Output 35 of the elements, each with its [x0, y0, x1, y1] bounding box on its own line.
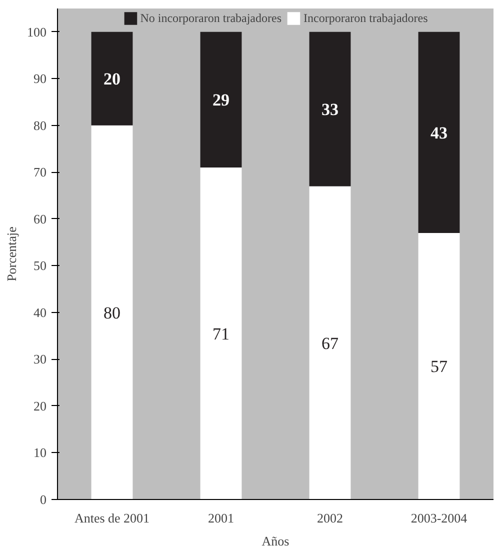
bar: [309, 186, 351, 500]
x-tick-label: 2003-2004: [410, 510, 468, 526]
x-tick-label: 2002: [317, 510, 343, 526]
y-tick-label: 40: [34, 304, 46, 320]
y-tick-label: 0: [40, 492, 46, 507]
bar: [418, 232, 460, 500]
y-tick-label: 90: [34, 71, 46, 86]
data-label: 33: [322, 100, 338, 120]
y-tick-label: 60: [34, 211, 46, 226]
data-label: 80: [104, 303, 120, 322]
data-label: 71: [212, 324, 230, 344]
bar: [200, 32, 242, 168]
bar: [418, 32, 460, 233]
legend-label: No incorporaron trabajadores: [140, 10, 282, 26]
bar: [91, 32, 133, 126]
y-tick-label: 70: [34, 164, 46, 180]
y-tick-label: 100: [27, 24, 46, 40]
bar: [91, 125, 133, 500]
y-tick-label: 30: [34, 352, 46, 367]
y-tick-label: 50: [34, 258, 46, 274]
x-tick-label: Antes de 2001: [74, 510, 150, 526]
y-tick-label: 10: [34, 445, 46, 460]
y-axis-title: Porcentaje: [4, 226, 19, 282]
data-label: 57: [430, 357, 448, 376]
x-axis-title: Años: [262, 534, 290, 548]
x-tick-label: 2001: [208, 510, 234, 526]
y-tick-label: 80: [34, 118, 46, 133]
bar: [309, 32, 351, 186]
bar: [200, 167, 242, 500]
data-label: 67: [322, 334, 339, 353]
y-tick-label: 20: [34, 398, 46, 414]
data-label: 43: [430, 123, 448, 142]
legend-label: Incorporaron trabajadores: [304, 10, 428, 26]
data-label: 20: [104, 70, 120, 89]
data-label: 29: [212, 90, 230, 110]
